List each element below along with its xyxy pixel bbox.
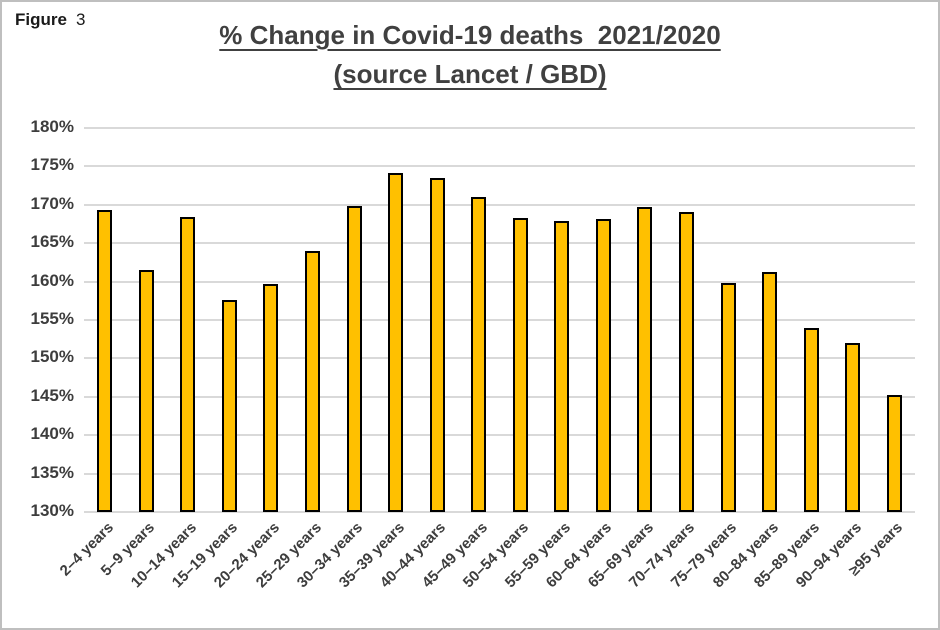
y-tick-label: 165% (30, 232, 74, 252)
bar-70-74-years (678, 211, 694, 512)
y-tick-label: 130% (30, 501, 74, 520)
bar-50-54-years (512, 217, 528, 512)
gridline-160 (84, 280, 915, 283)
chart-title-block: % Change in Covid-19 deaths 2021/2020 (s… (2, 16, 938, 94)
bar-5-9-years (138, 270, 154, 512)
figure-label-number: 3 (75, 10, 86, 29)
bar-30-34-years (346, 206, 362, 512)
gridline-140 (84, 434, 915, 437)
gridline-155 (84, 319, 915, 321)
gridline-180 (84, 127, 915, 129)
y-tick-label: 135% (30, 462, 74, 482)
figure-label-prefix: Figure (15, 10, 67, 29)
bar-10-14-years (180, 217, 196, 512)
y-tick-label: 140% (30, 424, 74, 444)
y-tick-label: 170% (30, 193, 74, 213)
chart-title: % Change in Covid-19 deaths 2021/2020 (219, 20, 721, 50)
gridline-145 (84, 395, 915, 398)
gridline-130 (84, 511, 915, 513)
bar-55-59-years (554, 220, 570, 512)
gridline-175 (84, 165, 915, 168)
y-tick-label: 155% (30, 309, 74, 328)
gridline-170 (84, 203, 915, 206)
gridline-165 (84, 242, 915, 245)
bar-45-49-years (471, 197, 487, 512)
y-tick-label: 180% (30, 117, 74, 136)
bar-60-64-years (595, 218, 611, 512)
plot-area (84, 127, 915, 513)
bar-85-89-years (803, 327, 819, 512)
bar-25-29-years (305, 250, 321, 512)
y-tick-label: 175% (30, 155, 74, 175)
bar-65-69-years (637, 207, 653, 512)
bar-20-24-years (263, 283, 279, 512)
bar-80-84-years (762, 271, 778, 512)
bar-75-79-years (720, 283, 736, 512)
bar-35-39-years (388, 173, 404, 512)
y-tick-label: 160% (30, 270, 74, 290)
y-tick-label: 145% (30, 385, 74, 405)
y-tick-label: 150% (30, 347, 74, 367)
bar-40-44-years (429, 177, 445, 512)
bar-2-4-years (97, 210, 113, 512)
chart-subtitle: (source Lancet / GBD) (333, 59, 607, 89)
gridline-150 (84, 357, 915, 360)
bar-95-years (886, 395, 902, 512)
gridline-135 (84, 472, 915, 475)
figure-label: Figure 3 (15, 10, 85, 30)
bar-90-94-years (845, 343, 861, 512)
bar-15-19-years (221, 300, 237, 512)
